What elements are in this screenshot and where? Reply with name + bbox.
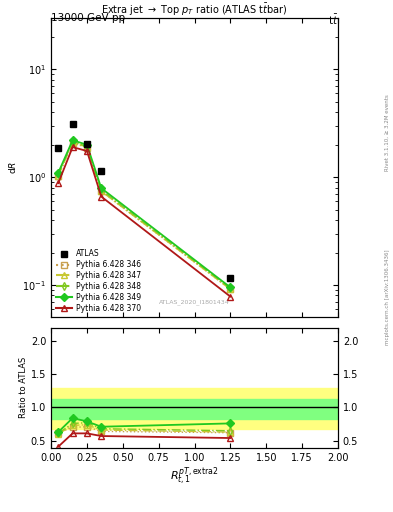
Text: mcplots.cern.ch [arXiv:1306.3436]: mcplots.cern.ch [arXiv:1306.3436] (385, 249, 390, 345)
Text: ATLAS_2020_I1801434: ATLAS_2020_I1801434 (159, 300, 230, 306)
Title: Extra jet $\rightarrow$ Top $p_T$ ratio (ATLAS t$\bar{t}$bar): Extra jet $\rightarrow$ Top $p_T$ ratio … (101, 2, 288, 18)
Y-axis label: $\mathrm{d}\sigma^{\mathrm{fid}}$ [pb]
$\mathrm{d}R$: $\mathrm{d}\sigma^{\mathrm{fid}}$ [pb] $… (0, 146, 18, 189)
Legend: ATLAS, Pythia 6.428 346, Pythia 6.428 347, Pythia 6.428 348, Pythia 6.428 349, P: ATLAS, Pythia 6.428 346, Pythia 6.428 34… (54, 248, 142, 314)
Y-axis label: Ratio to ATLAS: Ratio to ATLAS (19, 357, 28, 418)
X-axis label: $R^{pT,\mathrm{extra2}}_{t,1}$: $R^{pT,\mathrm{extra2}}_{t,1}$ (170, 465, 219, 488)
Text: Rivet 3.1.10, ≥ 3.2M events: Rivet 3.1.10, ≥ 3.2M events (385, 95, 390, 172)
Text: 13000 GeV pp: 13000 GeV pp (51, 13, 125, 23)
Text: t$\bar{t}$: t$\bar{t}$ (327, 13, 338, 27)
